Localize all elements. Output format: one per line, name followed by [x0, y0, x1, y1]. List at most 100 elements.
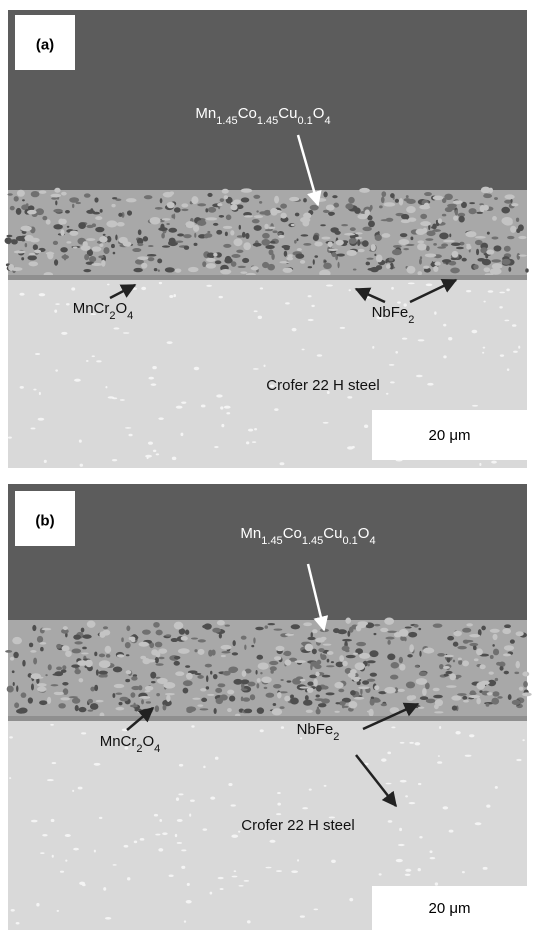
precipitate-particle: [50, 818, 55, 823]
grain: [437, 218, 443, 224]
pore: [143, 195, 153, 200]
pore: [366, 257, 374, 260]
pore: [228, 666, 239, 673]
pore: [425, 245, 430, 252]
precipitate-particle: [90, 313, 97, 316]
grain: [522, 692, 532, 697]
grain: [492, 215, 497, 221]
pore: [406, 198, 416, 204]
grain: [415, 678, 428, 685]
precipitate-particle: [252, 368, 259, 370]
pore: [12, 681, 15, 686]
pore: [290, 624, 301, 630]
pore: [501, 258, 511, 265]
precipitate-particle: [221, 423, 225, 428]
pore: [307, 266, 313, 269]
precipitate-particle: [104, 916, 112, 920]
pore: [425, 698, 436, 704]
grain: [60, 218, 67, 225]
grain: [220, 654, 226, 658]
precipitate-particle: [299, 737, 303, 740]
pore: [218, 215, 225, 218]
precipitate-particle: [74, 378, 81, 382]
grain: [452, 200, 463, 205]
pore: [240, 688, 248, 691]
pore: [233, 678, 243, 685]
precipitate-particle: [162, 832, 168, 836]
pore: [94, 197, 99, 203]
grain: [116, 654, 125, 658]
pore: [501, 206, 510, 214]
grain: [178, 648, 190, 654]
pore: [11, 670, 15, 674]
pore: [283, 246, 290, 251]
pore: [345, 203, 354, 210]
grain: [475, 236, 486, 239]
grain: [374, 685, 380, 691]
pore: [155, 663, 164, 666]
precipitate-particle: [506, 288, 510, 292]
grain: [400, 219, 411, 224]
pore: [175, 240, 184, 243]
grain: [284, 659, 292, 666]
grain: [137, 256, 149, 261]
grain: [240, 188, 253, 193]
pore: [381, 191, 387, 197]
grain: [104, 645, 112, 654]
pore: [315, 685, 322, 692]
pore: [286, 680, 292, 683]
grain: [348, 700, 358, 709]
grain: [368, 708, 374, 717]
pore: [182, 687, 189, 694]
pore: [154, 207, 163, 210]
grain: [45, 219, 51, 225]
precipitate-particle: [186, 882, 190, 886]
precipitate-particle: [30, 427, 36, 430]
pore: [452, 659, 456, 663]
precipitate-particle: [349, 897, 354, 902]
pore: [30, 683, 34, 691]
grain: [99, 236, 108, 243]
pore: [255, 669, 258, 675]
grain: [315, 671, 320, 677]
precipitate-particle: [277, 802, 281, 806]
precipitate-label-part: 2: [408, 314, 414, 326]
pore: [369, 672, 377, 677]
grain: [468, 694, 481, 699]
pore: [4, 237, 12, 245]
precipitate-particle: [511, 324, 517, 327]
grain: [213, 252, 218, 257]
precipitate-particle: [181, 865, 186, 869]
pore: [102, 233, 106, 236]
pore: [356, 681, 361, 686]
pore: [477, 629, 482, 636]
pore: [432, 229, 442, 232]
precipitate-label: NbFe2: [372, 304, 415, 326]
grain: [69, 230, 79, 236]
precipitate-particle: [464, 754, 472, 757]
pore: [197, 639, 206, 643]
pore: [112, 197, 118, 200]
grain: [303, 622, 313, 627]
grain: [86, 238, 96, 241]
micrograph-panel: (b)Mn1.45Co1.45Cu0.1O4MnCr2O4NbFe2Crofer…: [5, 484, 532, 930]
grain: [353, 652, 358, 655]
pore: [147, 245, 154, 248]
grain: [188, 266, 199, 273]
pore: [215, 687, 223, 694]
pore: [483, 193, 493, 199]
grain: [354, 662, 365, 671]
grain: [16, 189, 25, 197]
pore: [87, 698, 94, 704]
grain: [475, 648, 483, 656]
pore: [62, 681, 69, 686]
precipitate-particle: [91, 355, 95, 358]
pore: [80, 627, 85, 633]
pore: [385, 636, 395, 640]
pore: [50, 684, 59, 687]
pore: [244, 668, 252, 674]
grain: [422, 688, 427, 696]
pore: [212, 674, 218, 680]
grain: [398, 628, 409, 637]
pore: [362, 226, 372, 232]
